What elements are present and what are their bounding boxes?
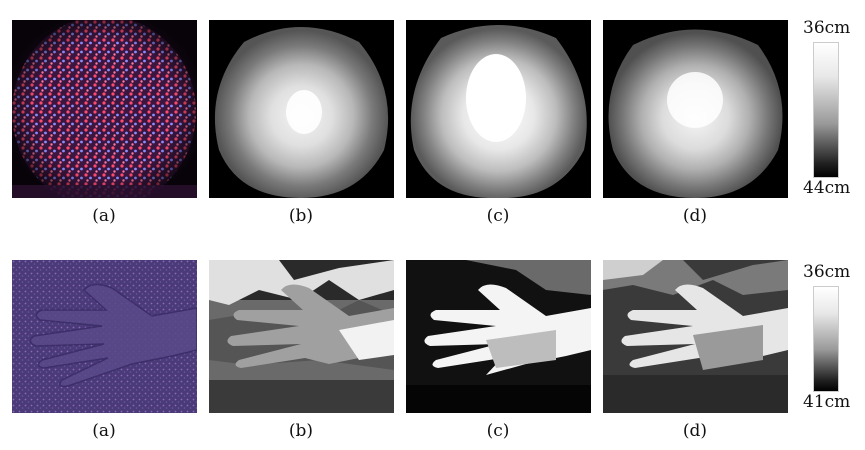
row1-colorbar-bottom-label: 44cm	[803, 178, 851, 198]
row2-caption-b: (b)	[288, 421, 314, 441]
row1-caption-d: (d)	[682, 206, 708, 226]
row1-panel-d-depth-map	[603, 20, 788, 198]
row2-panel-a-hand-speckle	[12, 260, 197, 413]
row2-caption-c: (c)	[486, 421, 510, 441]
row1-colorbar	[813, 42, 839, 178]
row2-colorbar-bottom-label: 41cm	[803, 392, 851, 412]
row1-caption-c: (c)	[486, 206, 510, 226]
row1-panel-c-depth-map	[406, 20, 591, 198]
row2-caption-d: (d)	[682, 421, 708, 441]
row1-panel-a-speckle-sphere	[12, 20, 197, 198]
row1-panel-b-depth-map	[209, 20, 394, 198]
row2-caption-a: (a)	[92, 421, 116, 441]
row2-panel-c-depth-map	[406, 260, 591, 413]
row2-panel-d-depth-map	[603, 260, 788, 413]
row1-caption-a: (a)	[92, 206, 116, 226]
row2-colorbar-top-label: 36cm	[803, 262, 851, 282]
row2-panel-b-depth-map	[209, 260, 394, 413]
row2-colorbar	[813, 286, 839, 392]
row1-caption-b: (b)	[288, 206, 314, 226]
row1-colorbar-top-label: 36cm	[803, 18, 851, 38]
